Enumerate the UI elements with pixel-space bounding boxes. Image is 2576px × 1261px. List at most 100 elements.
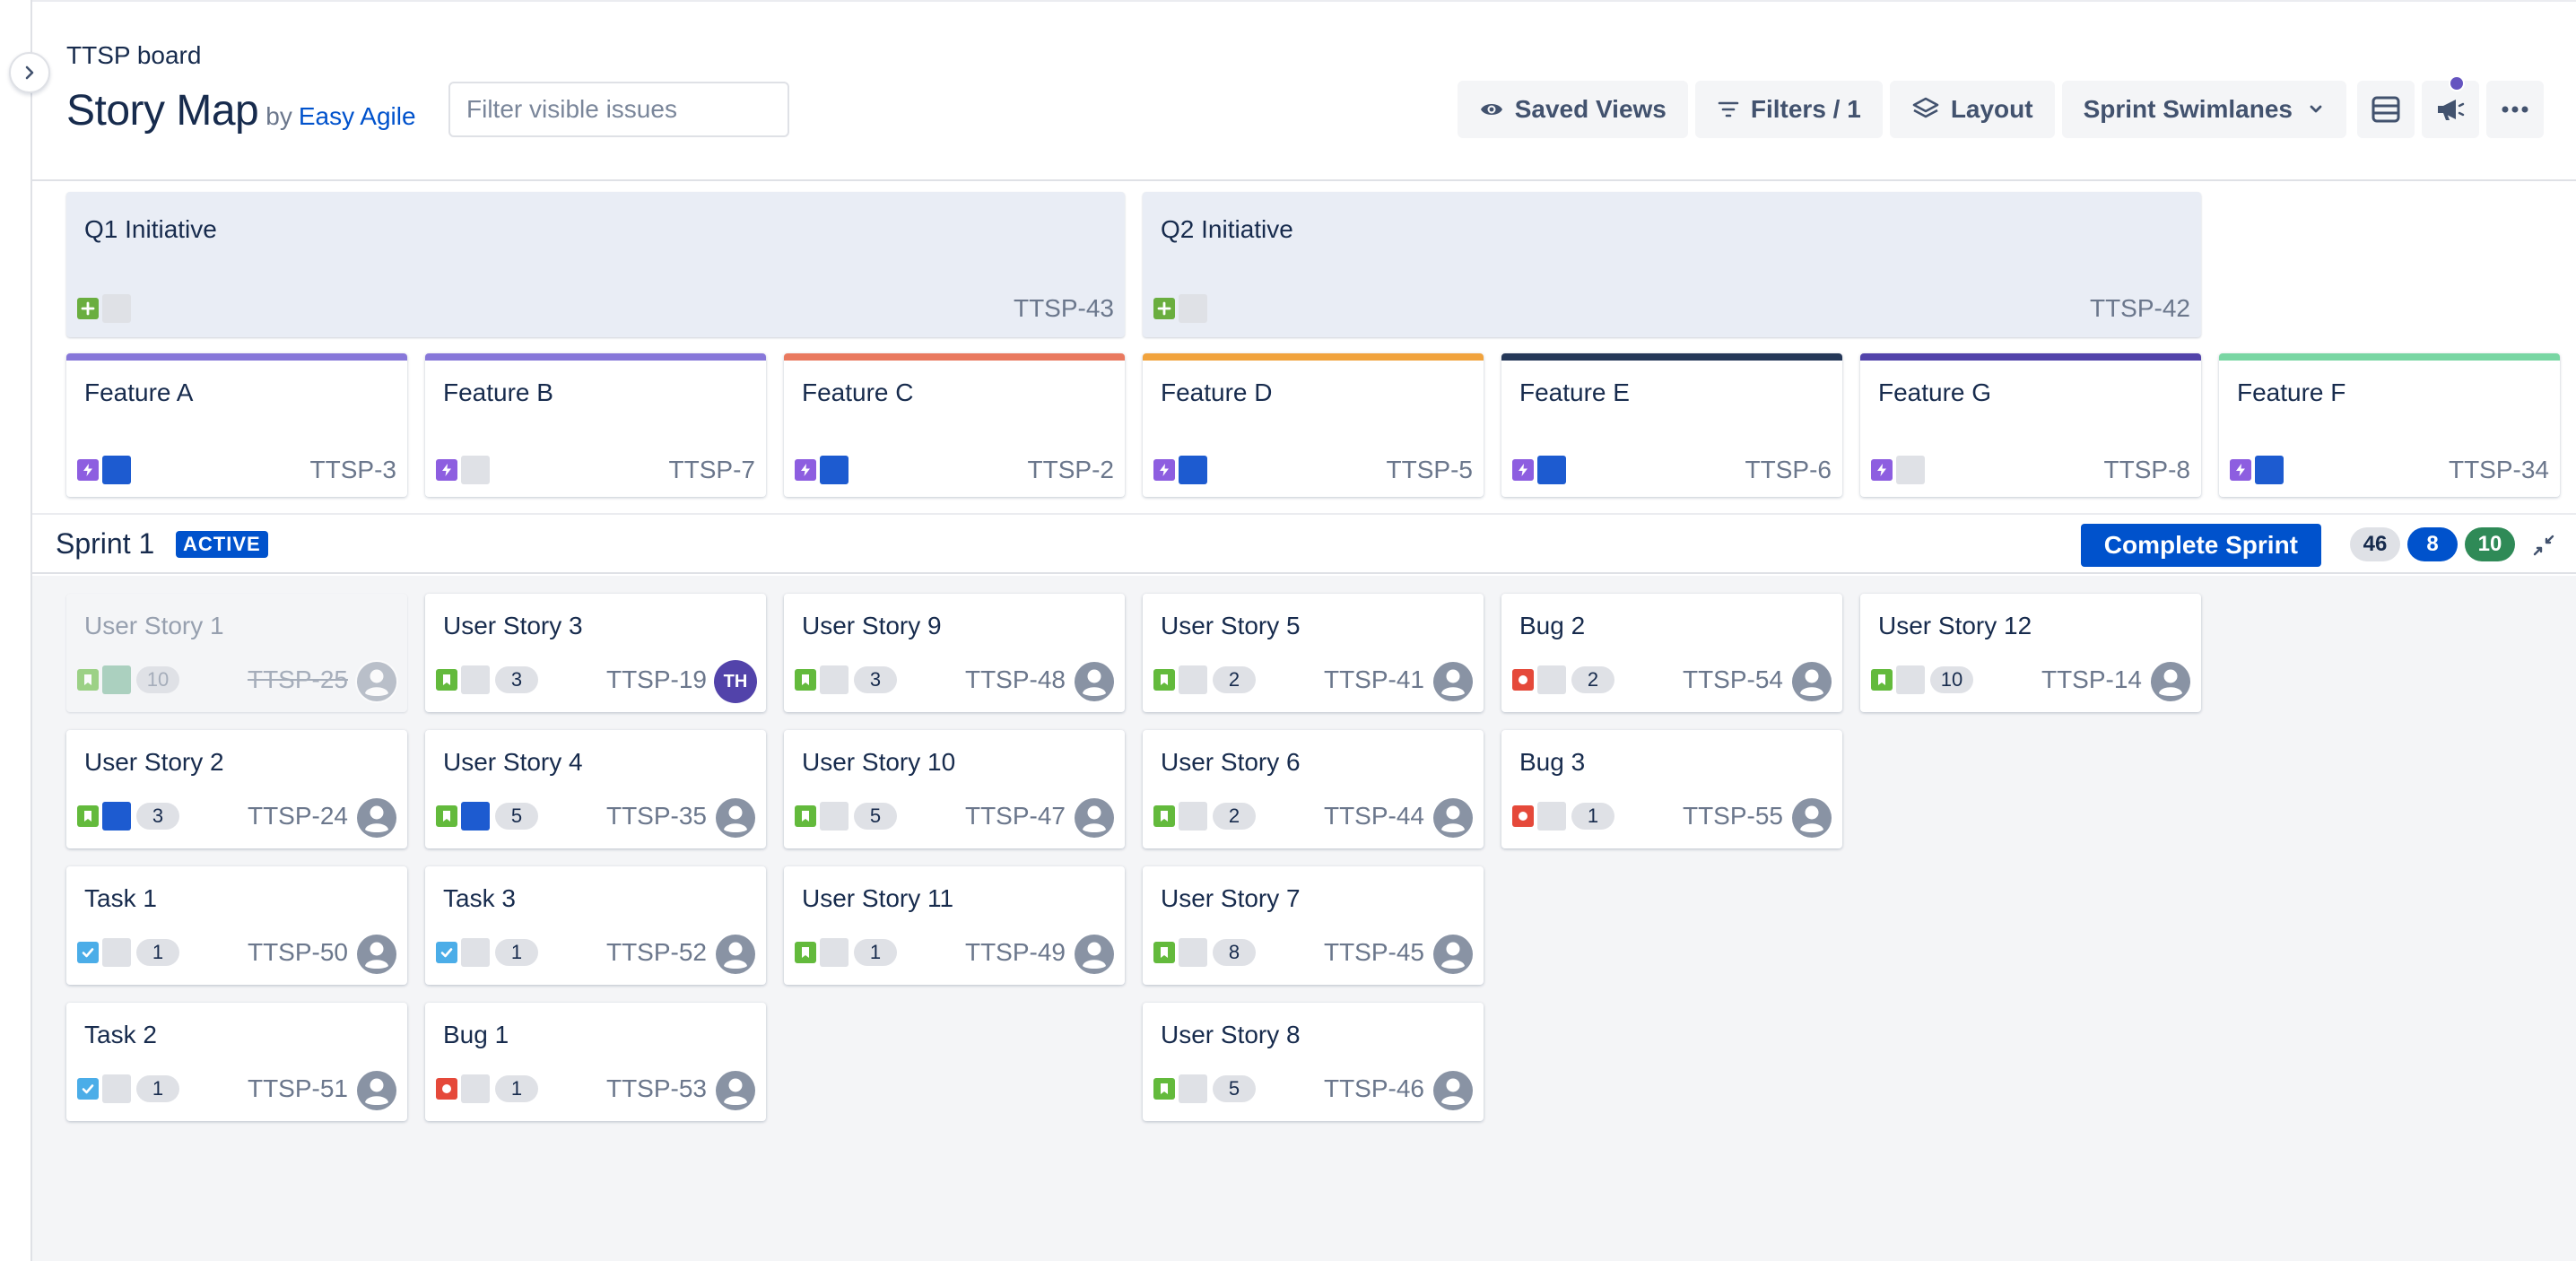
collapse-sprint-button[interactable] <box>2522 524 2565 567</box>
issue-key[interactable]: TTSP-19 <box>605 665 707 693</box>
unassigned-avatar[interactable] <box>714 796 757 839</box>
issue-key[interactable]: TTSP-42 <box>2089 294 2190 322</box>
issue-key[interactable]: TTSP-24 <box>247 802 348 830</box>
initiative-card[interactable]: Q1 Initiative TTSP-43 <box>66 192 1125 337</box>
issue-key[interactable]: TTSP-5 <box>1386 456 1473 483</box>
issue-key[interactable]: TTSP-14 <box>2041 665 2142 693</box>
unassigned-avatar[interactable] <box>2149 660 2192 703</box>
issue-key[interactable]: TTSP-25 <box>247 665 348 693</box>
issue-card[interactable]: User Story 11 1 TTSP-49 <box>784 866 1125 985</box>
filter-issues-field[interactable] <box>448 82 792 137</box>
issue-card[interactable]: Task 3 1 TTSP-52 <box>425 866 766 985</box>
unassigned-avatar[interactable] <box>355 796 398 839</box>
unassigned-avatar[interactable] <box>1432 796 1475 839</box>
issue-key[interactable]: TTSP-54 <box>1682 665 1783 693</box>
by-label: by <box>265 102 292 130</box>
feature-card[interactable]: Feature C TTSP-2 <box>784 353 1125 497</box>
complete-sprint-button[interactable]: Complete Sprint <box>2080 524 2321 567</box>
vendor-link[interactable]: Easy Agile <box>298 102 416 130</box>
issue-card[interactable]: Task 2 1 TTSP-51 <box>66 1003 407 1121</box>
unassigned-avatar[interactable] <box>1073 796 1116 839</box>
issue-card[interactable]: User Story 10 5 TTSP-47 <box>784 730 1125 848</box>
issue-card[interactable]: User Story 3 3 TTSP-19 TH <box>425 594 766 712</box>
issue-key[interactable]: TTSP-43 <box>1013 294 1114 322</box>
issue-key[interactable]: TTSP-49 <box>964 938 1066 966</box>
issue-card[interactable]: User Story 2 3 TTSP-24 <box>66 730 407 848</box>
assignee-avatar[interactable]: TH <box>714 660 757 703</box>
feature-card[interactable]: Feature D TTSP-5 <box>1143 353 1484 497</box>
estimate-badge: 8 <box>1213 939 1256 966</box>
issue-key[interactable]: TTSP-34 <box>2448 456 2549 483</box>
unassigned-avatar[interactable] <box>1073 933 1116 976</box>
unassigned-avatar[interactable] <box>714 933 757 976</box>
issue-key[interactable]: TTSP-2 <box>1027 456 1114 483</box>
issue-card[interactable]: User Story 1 10 TTSP-25 <box>66 594 407 712</box>
unassigned-avatar[interactable] <box>355 933 398 976</box>
unassigned-avatar[interactable] <box>1432 660 1475 703</box>
issue-key[interactable]: TTSP-35 <box>605 802 707 830</box>
story-icon-glyph <box>802 947 809 958</box>
sprint-name[interactable]: Sprint 1 <box>56 527 155 560</box>
issue-title: Task 3 <box>443 884 516 912</box>
status-square <box>1896 456 1925 484</box>
unassigned-avatar[interactable] <box>714 1069 757 1112</box>
issue-key[interactable]: TTSP-52 <box>605 938 707 966</box>
issue-card[interactable]: Bug 1 1 TTSP-53 <box>425 1003 766 1121</box>
issue-card[interactable]: User Story 6 2 TTSP-44 <box>1143 730 1484 848</box>
issue-key[interactable]: TTSP-8 <box>2103 456 2190 483</box>
issue-key[interactable]: TTSP-3 <box>309 456 396 483</box>
issue-card[interactable]: User Story 9 3 TTSP-48 <box>784 594 1125 712</box>
unassigned-avatar[interactable] <box>1073 660 1116 703</box>
issue-key[interactable]: TTSP-47 <box>964 802 1066 830</box>
issue-card[interactable]: Bug 3 1 TTSP-55 <box>1501 730 1842 848</box>
feature-card[interactable]: Feature F TTSP-34 <box>2219 353 2560 497</box>
issue-card[interactable]: Bug 2 2 TTSP-54 <box>1501 594 1842 712</box>
issue-key[interactable]: TTSP-48 <box>964 665 1066 693</box>
filter-issues-input[interactable] <box>465 94 792 125</box>
issue-card[interactable]: User Story 5 2 TTSP-41 <box>1143 594 1484 712</box>
task-icon <box>436 942 457 963</box>
status-square <box>820 665 849 694</box>
issue-key[interactable]: TTSP-50 <box>247 938 348 966</box>
issue-card[interactable]: User Story 12 10 TTSP-14 <box>1860 594 2201 712</box>
board-view-button[interactable] <box>2357 81 2415 138</box>
layout-button[interactable]: Layout <box>1889 81 2055 138</box>
issue-key[interactable]: TTSP-7 <box>668 456 755 483</box>
story-icon-glyph <box>1878 674 1885 685</box>
issue-key[interactable]: TTSP-46 <box>1323 1074 1424 1102</box>
unassigned-avatar[interactable] <box>1790 660 1833 703</box>
toolbar: Saved Views Filters / 1 Layout Sprint Sw… <box>1457 75 2544 138</box>
card-badges <box>795 456 849 484</box>
saved-views-button[interactable]: Saved Views <box>1457 81 1688 138</box>
card-badges: 3 <box>77 802 179 831</box>
issue-key[interactable]: TTSP-53 <box>605 1074 707 1102</box>
initiative-card[interactable]: Q2 Initiative TTSP-42 <box>1143 192 2201 337</box>
issue-card[interactable]: Task 1 1 TTSP-50 <box>66 866 407 985</box>
feature-title: Feature D <box>1161 378 1273 406</box>
issue-key[interactable]: TTSP-41 <box>1323 665 1424 693</box>
unassigned-avatar[interactable] <box>355 1069 398 1112</box>
issue-card[interactable]: User Story 7 8 TTSP-45 <box>1143 866 1484 985</box>
issue-key[interactable]: TTSP-51 <box>247 1074 348 1102</box>
announcements-button[interactable] <box>2422 75 2479 138</box>
issue-key[interactable]: TTSP-55 <box>1682 802 1783 830</box>
unassigned-avatar[interactable] <box>1790 796 1833 839</box>
feature-card[interactable]: Feature A TTSP-3 <box>66 353 407 497</box>
more-actions-button[interactable] <box>2486 81 2544 138</box>
expand-sidebar-button[interactable] <box>9 52 50 93</box>
unassigned-avatar[interactable] <box>355 660 398 703</box>
feature-card[interactable]: Feature B TTSP-7 <box>425 353 766 497</box>
issue-key[interactable]: TTSP-6 <box>1745 456 1832 483</box>
feature-card[interactable]: Feature E TTSP-6 <box>1501 353 1842 497</box>
issue-key[interactable]: TTSP-44 <box>1323 802 1424 830</box>
issue-card[interactable]: User Story 4 5 TTSP-35 <box>425 730 766 848</box>
unassigned-avatar[interactable] <box>1432 933 1475 976</box>
bug-icon-glyph <box>1519 675 1527 684</box>
filters-button[interactable]: Filters / 1 <box>1694 81 1883 138</box>
feature-card[interactable]: Feature G TTSP-8 <box>1860 353 2201 497</box>
issue-card[interactable]: User Story 8 5 TTSP-46 <box>1143 1003 1484 1121</box>
swimlanes-dropdown[interactable]: Sprint Swimlanes <box>2061 81 2346 138</box>
initiative-title: Q2 Initiative <box>1161 215 1293 243</box>
issue-key[interactable]: TTSP-45 <box>1323 938 1424 966</box>
unassigned-avatar[interactable] <box>1432 1069 1475 1112</box>
